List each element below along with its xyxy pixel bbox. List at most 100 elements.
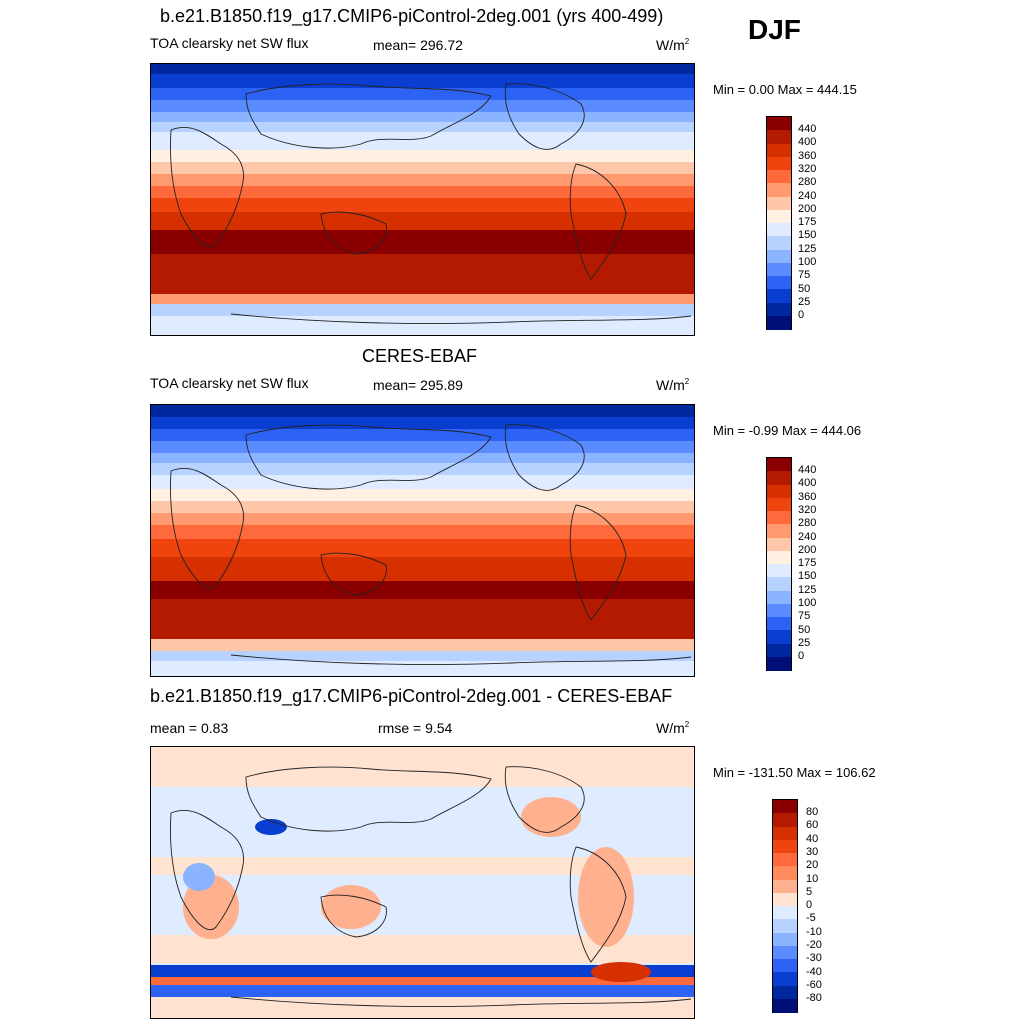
colorbar-box: [773, 826, 797, 841]
panel1-map-svg: [151, 64, 694, 335]
band: [151, 405, 694, 417]
colorbar-box: [767, 289, 791, 303]
region: [591, 962, 651, 982]
colorbar-tick: 150: [798, 229, 817, 241]
colorbar-box: [773, 866, 797, 880]
band: [151, 162, 694, 174]
colorbar-tick: 280: [798, 176, 817, 188]
colorbar-box: [773, 932, 797, 947]
colorbar-tick: 0: [798, 650, 805, 662]
colorbar-tick: 30: [806, 846, 819, 858]
panel2-variable-label: TOA clearsky net SW flux: [150, 375, 309, 391]
band: [151, 64, 694, 74]
colorbar-tick: 0: [806, 899, 813, 911]
panel1-mean-label: mean= 296.72: [373, 37, 463, 53]
coastlines: [170, 766, 692, 1008]
colorbar-box: [773, 972, 797, 986]
colorbar-tick: 25: [798, 296, 811, 308]
colorbar-tick: 400: [798, 136, 817, 148]
panel3-minmax: Min = -131.50 Max = 106.62: [713, 765, 876, 780]
colorbar-box: [773, 853, 797, 867]
band: [151, 639, 694, 651]
band: [151, 463, 694, 475]
band: [151, 985, 694, 997]
colorbar-tick: 10: [806, 873, 819, 885]
panel1-colorbar: [766, 116, 792, 330]
colorbar-box: [767, 537, 791, 552]
band: [151, 294, 694, 304]
colorbar-tick: 80: [806, 806, 819, 818]
colorbar-tick: 40: [806, 833, 819, 845]
colorbar-box: [773, 879, 797, 894]
colorbar-box: [773, 985, 797, 1000]
colorbar-tick: 400: [798, 477, 817, 489]
band: [151, 186, 694, 198]
panel2-title: CERES-EBAF: [362, 346, 478, 366]
colorbar-tick: 25: [798, 637, 811, 649]
colorbar-tick: 100: [798, 597, 817, 609]
colorbar-box: [767, 643, 791, 658]
colorbar-box: [767, 630, 791, 644]
band: [151, 747, 694, 787]
band: [151, 198, 694, 212]
colorbar-tick: 175: [798, 216, 817, 228]
colorbar-tick: -20: [806, 939, 822, 951]
band: [151, 965, 694, 977]
band: [151, 475, 694, 489]
panel3-rmse-label: rmse = 9.54: [378, 720, 453, 736]
colorbar-tick: 360: [798, 491, 817, 503]
band: [151, 539, 694, 557]
band: [151, 513, 694, 525]
panel1-units: W/m2: [656, 37, 690, 53]
colorbar-box: [767, 196, 791, 211]
panel2-colorbar: [766, 457, 792, 671]
band: [151, 132, 694, 150]
band: [151, 977, 694, 985]
panel3-mean-label: mean = 0.83: [150, 720, 229, 736]
band: [151, 857, 694, 875]
panel1-map: [150, 63, 695, 336]
region: [255, 819, 287, 835]
colorbar-tick: 175: [798, 557, 817, 569]
panel3-map: [150, 746, 695, 1019]
colorbar-box: [767, 656, 791, 671]
band: [151, 489, 694, 501]
panel2-units: W/m2: [656, 377, 690, 393]
colorbar-box: [767, 590, 791, 605]
colorbar-box: [767, 223, 791, 237]
colorbar-tick: 240: [798, 190, 817, 202]
colorbar-tick: 75: [798, 269, 811, 281]
colorbar-box: [767, 315, 791, 330]
colorbar-tick: 100: [798, 256, 817, 268]
panel2-map-svg: [151, 405, 694, 676]
colorbar-box: [767, 130, 791, 144]
colorbar-box: [767, 524, 791, 538]
colorbar-box: [767, 156, 791, 171]
colorbar-tick: 60: [806, 819, 819, 831]
colorbar-tick: -60: [806, 979, 822, 991]
colorbar-box: [767, 511, 791, 525]
band: [151, 100, 694, 112]
colorbar-box: [767, 262, 791, 277]
colorbar-tick: 440: [798, 123, 817, 135]
band: [151, 150, 694, 162]
colorbar-box: [773, 813, 797, 827]
region: [183, 863, 215, 891]
region: [183, 875, 239, 939]
band: [151, 661, 694, 676]
band: [151, 174, 694, 186]
colorbar-box: [767, 183, 791, 197]
colorbar-tick: 75: [798, 610, 811, 622]
colorbar-box: [767, 209, 791, 224]
colorbar-box: [773, 839, 797, 854]
band: [151, 316, 694, 335]
colorbar-box: [767, 249, 791, 264]
colorbar-box: [767, 236, 791, 250]
colorbar-tick: 320: [798, 504, 817, 516]
colorbar-tick: 125: [798, 584, 817, 596]
band: [151, 599, 694, 639]
colorbar-tick: 125: [798, 243, 817, 255]
colorbar-box: [773, 919, 797, 933]
panel2-mean-label: mean= 295.89: [373, 377, 463, 393]
panel3-title: b.e21.B1850.f19_g17.CMIP6-piControl-2deg…: [150, 686, 673, 706]
